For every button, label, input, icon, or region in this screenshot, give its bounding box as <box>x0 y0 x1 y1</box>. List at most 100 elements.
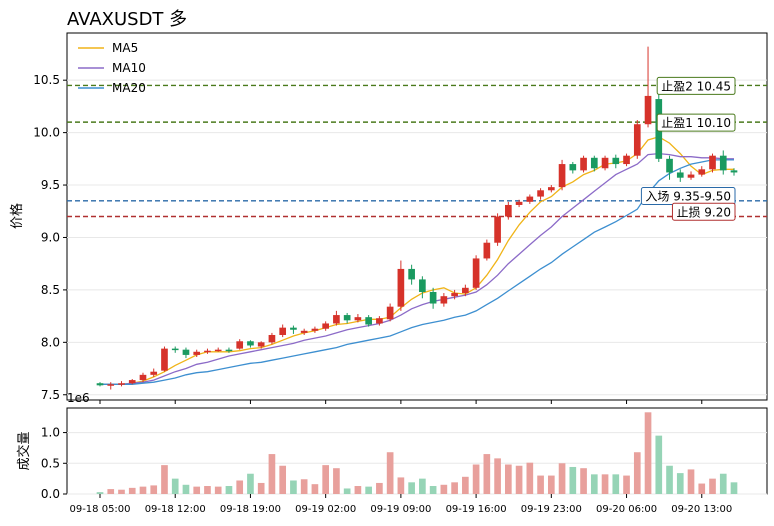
candle-body <box>150 371 158 375</box>
candle <box>128 379 136 385</box>
offset-label: 1e6 <box>67 391 90 405</box>
volume-bar <box>204 486 211 494</box>
volume-bar <box>139 486 147 494</box>
candle <box>247 340 254 348</box>
candle-body <box>569 164 577 171</box>
volume-bar <box>419 478 426 494</box>
candle-body <box>397 268 405 307</box>
legend-label-ma10: MA10 <box>112 61 146 75</box>
candle <box>311 326 319 333</box>
candle <box>623 153 630 167</box>
candle-body <box>204 350 211 353</box>
moving-averages <box>100 136 734 385</box>
candle-body <box>526 196 534 202</box>
candle-body <box>709 155 716 170</box>
candle-body <box>333 315 340 324</box>
ma20-line <box>100 159 734 385</box>
volume-bar <box>397 477 405 494</box>
volume-bar <box>709 478 716 494</box>
volume-bar <box>676 473 684 494</box>
volume-y-ticks: 0.0 0.5 1.0 <box>41 426 67 501</box>
x-tick-label: 09-19 16:00 <box>446 504 507 515</box>
volume-bar <box>386 452 394 494</box>
candle-body <box>547 187 555 191</box>
volume-bar <box>644 412 652 494</box>
x-tick-label: 09-19 02:00 <box>295 504 356 515</box>
volume-bar <box>225 486 233 494</box>
price-tick-label: 9.5 <box>41 178 60 192</box>
volume-bar <box>687 469 695 494</box>
candle <box>214 347 222 352</box>
volume-bar <box>472 464 480 494</box>
volume-bar <box>633 452 641 494</box>
x-tick-label: 09-19 09:00 <box>370 504 431 515</box>
candle-body <box>633 124 641 156</box>
candle-body <box>247 341 254 346</box>
candle <box>569 161 577 174</box>
legend-label-ma5: MA5 <box>112 41 138 55</box>
legend-label-ma20: MA20 <box>112 81 146 95</box>
candle-body <box>214 349 222 352</box>
candle <box>118 381 125 387</box>
chart-title: AVAXUSDT 多 <box>67 9 187 30</box>
candle <box>333 310 340 326</box>
candle-body <box>601 157 609 169</box>
candle-body <box>612 157 620 165</box>
candle <box>580 155 587 173</box>
candle-body <box>290 327 297 330</box>
volume-bar <box>128 487 136 494</box>
volume-bar <box>161 465 168 494</box>
x-tick-label: 09-18 05:00 <box>69 504 130 515</box>
candle-body <box>730 170 738 173</box>
level-label-text: 止盈2 10.45 <box>661 79 731 93</box>
candle-body <box>590 157 598 169</box>
candle <box>236 339 244 350</box>
candle <box>279 324 287 338</box>
candle-body <box>537 190 544 197</box>
level-label-box <box>671 202 736 221</box>
volume-bar <box>107 489 115 494</box>
candle <box>462 284 469 297</box>
candle-body <box>687 174 695 178</box>
volume-bar <box>343 488 351 494</box>
price-tick-label: 10.0 <box>33 126 60 140</box>
candle-body <box>515 201 523 205</box>
candle <box>494 213 501 246</box>
candle-body <box>182 349 190 355</box>
volume-bar <box>365 486 372 494</box>
x-ticks: 09-18 05:00 09-18 12:00 09-18 19:00 09-19 0… <box>69 400 732 515</box>
candle <box>719 150 727 175</box>
candle-body <box>451 293 458 297</box>
level-label-text: 入场 9.35-9.50 <box>645 190 731 204</box>
volume-bar <box>730 482 738 494</box>
volume-bar <box>698 483 706 494</box>
candle <box>150 368 158 377</box>
volume-tick-label: 0.5 <box>41 456 60 470</box>
candle <box>300 328 308 335</box>
candle <box>451 289 458 300</box>
candle <box>558 159 566 191</box>
legend: MA5 MA10 MA20 <box>78 41 146 95</box>
candle-body <box>96 383 104 386</box>
candle <box>601 155 609 171</box>
volume-bar <box>569 466 577 494</box>
candle <box>429 287 437 309</box>
volume-bar <box>440 484 448 494</box>
volume-bar <box>580 468 587 494</box>
candle-body <box>300 330 308 333</box>
volume-bar <box>214 486 222 494</box>
candle <box>107 382 115 390</box>
x-tick-label: 09-18 12:00 <box>145 504 206 515</box>
price-y-ticks: 7.5 8.0 8.5 9.0 9.5 10.0 10.5 <box>33 73 67 402</box>
price-levels <box>67 84 767 218</box>
volume-bar <box>376 482 383 494</box>
candle <box>322 321 329 331</box>
candle <box>590 155 598 172</box>
candle <box>730 168 738 176</box>
level-label: 入场 9.35-9.50 <box>640 187 736 206</box>
candle-body <box>376 318 383 324</box>
candle-body <box>483 242 491 259</box>
candle-body <box>161 348 168 371</box>
volume-bar <box>236 480 244 494</box>
